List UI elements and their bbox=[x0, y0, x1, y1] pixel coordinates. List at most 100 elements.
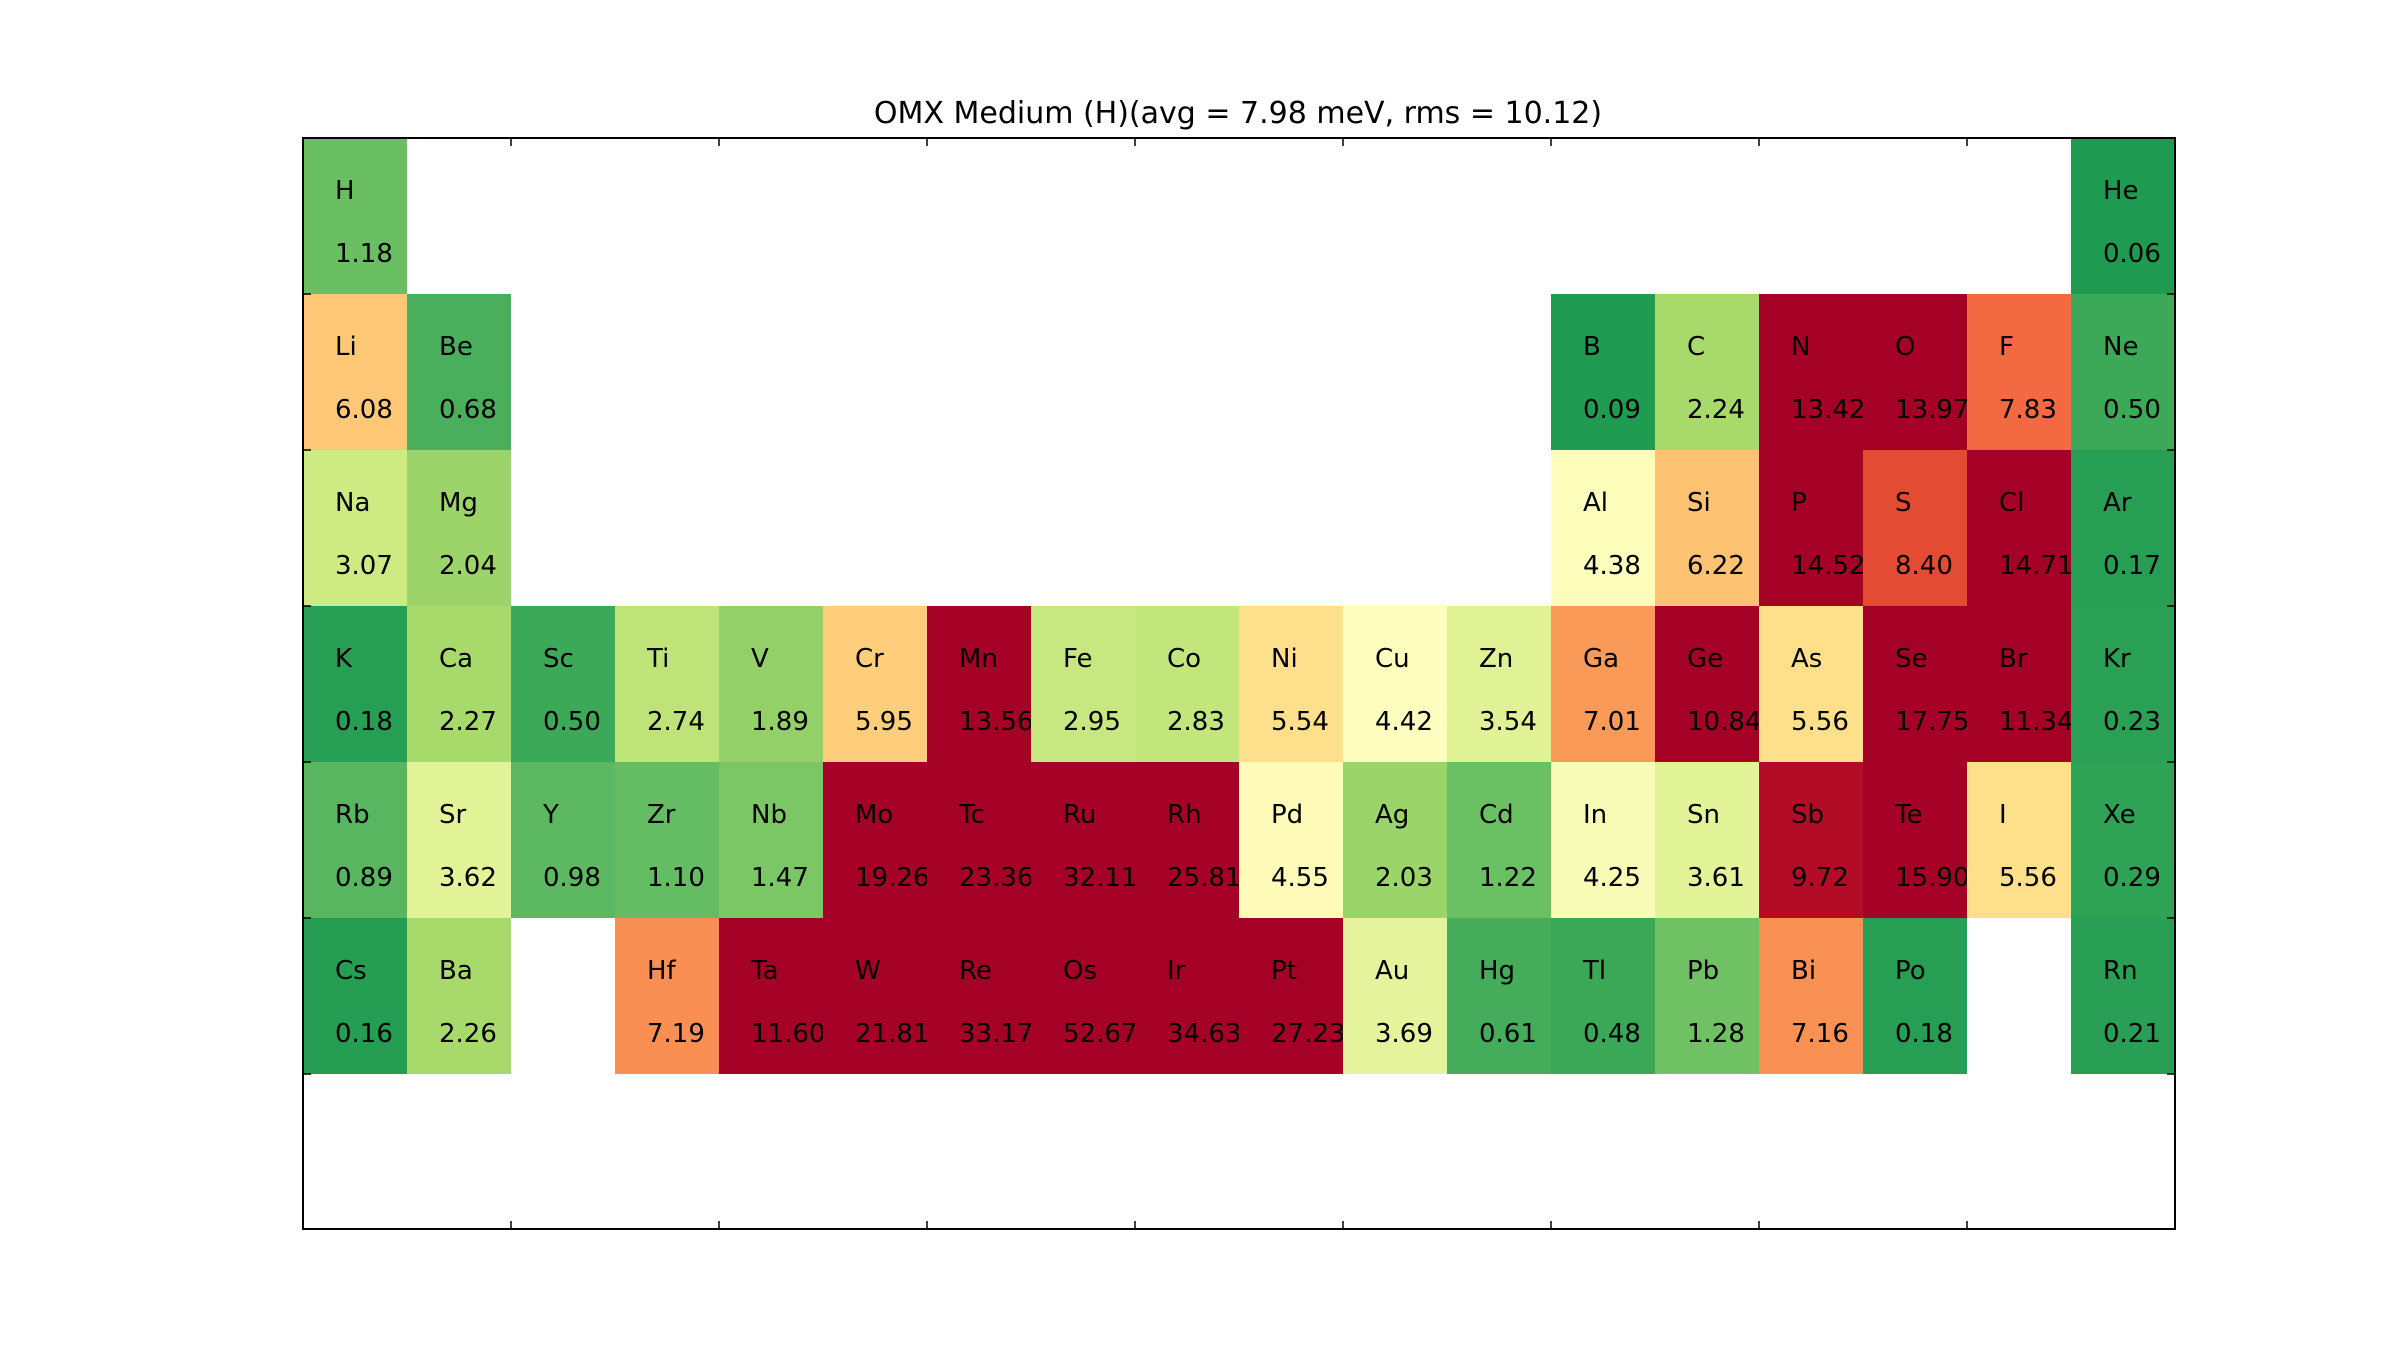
element-value: 9.72 bbox=[1791, 863, 1849, 893]
element-cell-au: Au 3.69 bbox=[1343, 918, 1447, 1074]
element-cell-fill bbox=[1551, 762, 1655, 918]
element-symbol: Si bbox=[1687, 488, 1711, 518]
element-symbol: Hf bbox=[647, 956, 677, 986]
element-cell-fill bbox=[719, 762, 823, 918]
element-cell-kr: Kr 0.23 bbox=[2071, 606, 2175, 762]
element-cell-cu: Cu 4.42 bbox=[1343, 606, 1447, 762]
element-cell-fill bbox=[615, 762, 719, 918]
element-cell-ne: Ne 0.50 bbox=[2071, 294, 2175, 450]
element-symbol: Na bbox=[335, 488, 370, 518]
element-symbol: B bbox=[1583, 332, 1601, 362]
element-value: 2.74 bbox=[647, 707, 705, 737]
element-symbol: Rh bbox=[1167, 800, 1202, 830]
element-symbol: Co bbox=[1167, 644, 1201, 674]
element-symbol: K bbox=[335, 644, 353, 674]
element-cell-sn: Sn 3.61 bbox=[1655, 762, 1759, 918]
element-cell-hg: Hg 0.61 bbox=[1447, 918, 1551, 1074]
element-cell-sb: Sb 9.72 bbox=[1759, 762, 1863, 918]
element-symbol: In bbox=[1583, 800, 1607, 830]
element-value: 0.50 bbox=[2103, 395, 2161, 425]
element-value: 5.95 bbox=[855, 707, 913, 737]
element-cell-fill bbox=[2071, 606, 2175, 762]
element-symbol: Rn bbox=[2103, 956, 2138, 986]
element-cell-mn: Mn 13.56 bbox=[927, 606, 1033, 762]
element-symbol: Ge bbox=[1687, 644, 1723, 674]
element-value: 0.50 bbox=[543, 707, 601, 737]
element-cell-rh: Rh 25.81 bbox=[1135, 762, 1241, 918]
element-value: 1.47 bbox=[751, 863, 809, 893]
element-symbol: Re bbox=[959, 956, 992, 986]
element-cell-fill bbox=[927, 606, 1031, 762]
element-cell-sc: Sc 0.50 bbox=[511, 606, 615, 762]
element-cell-fill bbox=[1655, 762, 1759, 918]
element-value: 10.84 bbox=[1687, 707, 1761, 737]
element-value: 0.21 bbox=[2103, 1019, 2161, 1049]
element-cell-fill bbox=[1655, 450, 1759, 606]
element-cell-fill bbox=[1551, 918, 1655, 1074]
element-cell-fill bbox=[1031, 606, 1135, 762]
element-value: 0.18 bbox=[1895, 1019, 1953, 1049]
element-value: 5.54 bbox=[1271, 707, 1329, 737]
element-value: 3.61 bbox=[1687, 863, 1745, 893]
element-cell-fill bbox=[1031, 918, 1135, 1074]
element-cell-fill bbox=[2071, 762, 2175, 918]
element-cell-fill bbox=[1863, 762, 1967, 918]
element-symbol: Se bbox=[1895, 644, 1928, 674]
element-value: 27.23 bbox=[1271, 1019, 1345, 1049]
element-value: 4.42 bbox=[1375, 707, 1433, 737]
element-cell-ba: Ba 2.26 bbox=[407, 918, 511, 1074]
element-cell-fill bbox=[407, 606, 511, 762]
element-value: 0.61 bbox=[1479, 1019, 1537, 1049]
element-value: 4.38 bbox=[1583, 551, 1641, 581]
element-value: 14.52 bbox=[1791, 551, 1865, 581]
element-cell-fill bbox=[1343, 762, 1447, 918]
element-value: 13.56 bbox=[959, 707, 1033, 737]
element-cell-s: S 8.40 bbox=[1863, 450, 1967, 606]
element-symbol: Ti bbox=[646, 644, 669, 674]
element-symbol: Pb bbox=[1687, 956, 1719, 986]
element-value: 21.81 bbox=[855, 1019, 929, 1049]
element-symbol: Sr bbox=[439, 800, 467, 830]
element-cell-v: V 1.89 bbox=[719, 606, 823, 762]
element-symbol: Mn bbox=[959, 644, 998, 674]
element-value: 7.83 bbox=[1999, 395, 2057, 425]
element-value: 7.01 bbox=[1583, 707, 1641, 737]
element-symbol: Nb bbox=[751, 800, 787, 830]
element-value: 13.42 bbox=[1791, 395, 1865, 425]
element-symbol: O bbox=[1895, 332, 1915, 362]
element-cell-fe: Fe 2.95 bbox=[1031, 606, 1135, 762]
element-value: 0.29 bbox=[2103, 863, 2161, 893]
element-symbol: Xe bbox=[2103, 800, 2136, 830]
element-cell-ru: Ru 32.11 bbox=[1031, 762, 1137, 918]
element-cell-fill bbox=[927, 918, 1031, 1074]
element-cell-fill bbox=[1967, 450, 2071, 606]
element-cell-fill bbox=[1551, 294, 1655, 450]
element-value: 1.10 bbox=[647, 863, 705, 893]
element-cell-fill bbox=[1967, 606, 2071, 762]
element-cell-fill bbox=[1759, 762, 1863, 918]
element-cell-fill bbox=[407, 918, 511, 1074]
element-symbol: V bbox=[751, 644, 769, 674]
element-cell-fill bbox=[1863, 294, 1967, 450]
element-value: 3.62 bbox=[439, 863, 497, 893]
element-cell-fill bbox=[1135, 606, 1239, 762]
element-cell-ca: Ca 2.27 bbox=[407, 606, 511, 762]
element-cell-fill bbox=[1031, 762, 1135, 918]
element-cell-po: Po 0.18 bbox=[1863, 918, 1967, 1074]
element-value: 2.26 bbox=[439, 1019, 497, 1049]
element-cell-fill bbox=[1135, 762, 1239, 918]
element-symbol: W bbox=[855, 956, 881, 986]
element-value: 17.75 bbox=[1895, 707, 1969, 737]
element-symbol: Zr bbox=[647, 800, 676, 830]
element-value: 0.89 bbox=[335, 863, 393, 893]
element-value: 33.17 bbox=[959, 1019, 1033, 1049]
element-cell-fill bbox=[2071, 294, 2175, 450]
element-cell-ta: Ta 11.60 bbox=[719, 918, 825, 1074]
element-cell-fill bbox=[1759, 918, 1863, 1074]
element-value: 15.90 bbox=[1895, 863, 1969, 893]
element-cell-na: Na 3.07 bbox=[303, 450, 407, 606]
element-symbol: Be bbox=[439, 332, 473, 362]
element-cell-cs: Cs 0.16 bbox=[303, 918, 407, 1074]
element-value: 52.67 bbox=[1063, 1019, 1137, 1049]
element-symbol: Ir bbox=[1167, 956, 1186, 986]
